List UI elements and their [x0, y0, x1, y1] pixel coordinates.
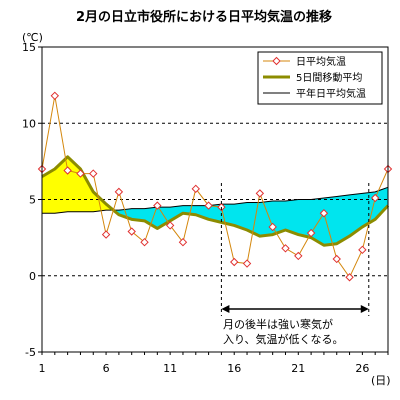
legend-marker-daily — [272, 56, 281, 66]
fill-layer — [42, 156, 389, 246]
daily-point-10 — [153, 201, 162, 210]
daily-point-5 — [89, 169, 98, 178]
daily-point-26 — [358, 245, 367, 255]
daily-point-8 — [127, 227, 136, 236]
x-unit-label: (日) — [371, 374, 391, 387]
series-moving-average-line — [41, 155, 390, 247]
y-unit-label: (℃) — [22, 31, 43, 44]
daily-point-25 — [345, 273, 354, 282]
daily-point-2 — [50, 91, 60, 101]
daily-point-9 — [140, 237, 149, 247]
legend-label-normal: 平年日平均気温 — [296, 87, 366, 100]
daily-point-20 — [281, 244, 290, 253]
annotation-text-line-1: 月の後半は強い寒気が — [223, 317, 333, 331]
x-tick-label-26: 26 — [355, 362, 369, 375]
daily-point-17 — [242, 259, 252, 268]
legend-label-daily: 日平均気温 — [296, 55, 346, 68]
daily-point-27 — [370, 193, 380, 203]
daily-point-22 — [306, 228, 316, 238]
legend: 日平均気温 5日間移動平均 平年日平均気温 — [257, 51, 383, 105]
daily-point-6 — [101, 230, 111, 239]
daily-point-12 — [178, 237, 188, 247]
legend-label-moving: 5日間移動平均 — [296, 71, 362, 84]
x-tick-label-11: 11 — [163, 362, 177, 375]
annotation-text-line-2: 入り、気温が低くなる。 — [223, 332, 344, 346]
fill-above-normal — [42, 156, 114, 214]
y-tick-label-5: 5 — [29, 194, 36, 207]
daily-point-14 — [204, 201, 213, 210]
daily-point-23 — [319, 209, 329, 218]
annotation-arrowhead-left — [221, 305, 230, 313]
daily-point-24 — [332, 254, 341, 264]
daily-point-18 — [255, 189, 265, 198]
daily-point-4 — [76, 169, 85, 178]
daily-point-16 — [230, 257, 239, 267]
y-tick-label-15: 15 — [22, 41, 36, 54]
daily-point-3 — [63, 166, 72, 175]
annotation-arrowhead-right — [360, 305, 369, 313]
y-tick-label-0: 0 — [29, 270, 36, 283]
daily-point-11 — [165, 221, 175, 230]
series-daily-line — [41, 95, 389, 279]
x-tick-label-16: 16 — [227, 362, 241, 375]
series-normal-line — [42, 186, 389, 214]
chart-title: 2月の日立市役所における日平均気温の推移 — [76, 9, 332, 25]
daily-point-21 — [294, 251, 303, 261]
daily-point-13 — [191, 184, 200, 194]
y-tick-label-10: 10 — [22, 117, 36, 130]
x-tick-label-6: 6 — [103, 362, 110, 375]
fill-below-normal — [113, 187, 389, 246]
y-tick-label--5: -5 — [25, 346, 36, 359]
x-tick-label-1: 1 — [39, 362, 46, 375]
daily-point-19 — [268, 222, 277, 232]
daily-point-7 — [114, 187, 124, 197]
grid-layer — [42, 122, 388, 277]
x-tick-label-21: 21 — [291, 362, 305, 375]
series-layer — [37, 91, 393, 282]
